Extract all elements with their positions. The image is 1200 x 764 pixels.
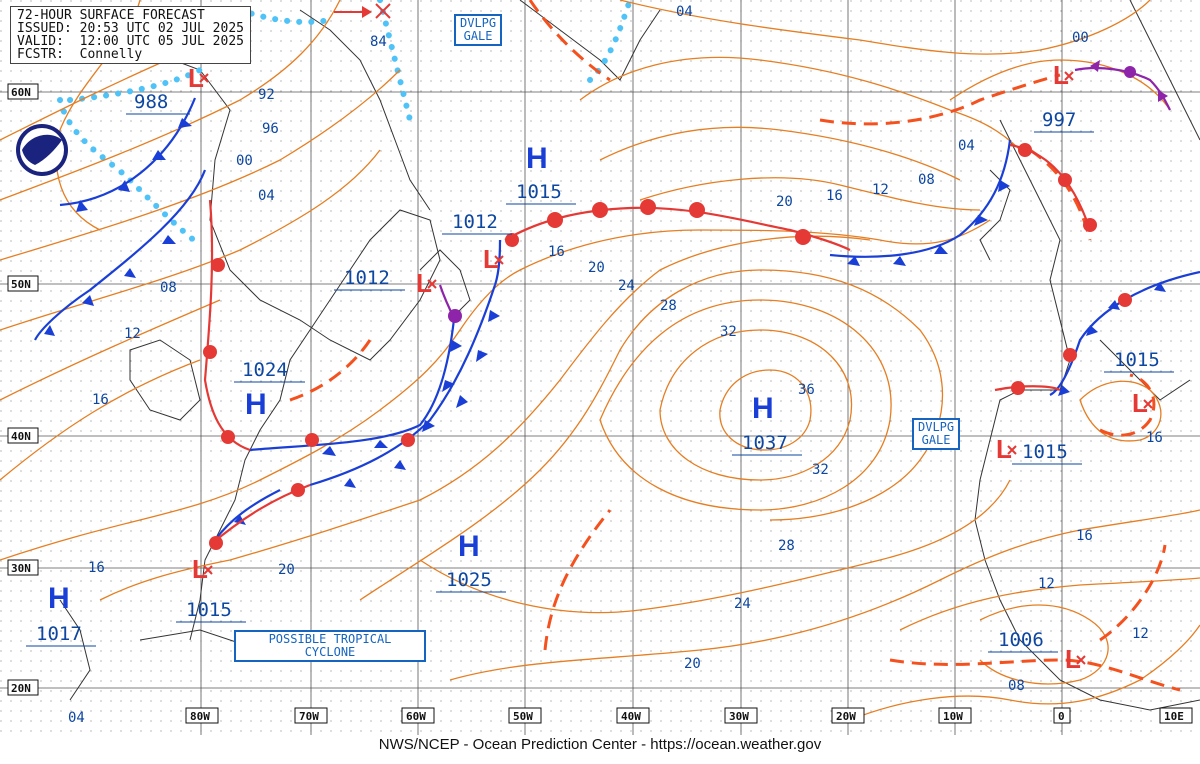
header-forecaster: FCSTR: Connelly [17, 47, 143, 62]
svg-text:50W: 50W [513, 710, 533, 723]
svg-text:20N: 20N [11, 682, 31, 695]
svg-text:08: 08 [1008, 678, 1025, 694]
header-issued: ISSUED: 20:53 UTC 02 JUL 2025 [17, 21, 244, 36]
svg-text:20: 20 [684, 656, 701, 672]
noaa-logo [16, 124, 68, 176]
header-title: 72-HOUR SURFACE FORECAST [17, 8, 205, 23]
svg-text:08: 08 [160, 280, 177, 296]
low-symbol: L [1065, 644, 1081, 674]
svg-text:24: 24 [734, 596, 751, 612]
cold-front-barbs [44, 118, 1166, 525]
pressure-value: 1015 [516, 181, 562, 203]
svg-text:04: 04 [258, 188, 275, 204]
svg-text:0: 0 [1058, 710, 1065, 723]
pressure-value: 1012 [344, 267, 390, 289]
svg-text:04: 04 [676, 4, 693, 20]
low-x-marks [199, 3, 1153, 665]
svg-text:20: 20 [776, 194, 793, 210]
svg-text:16: 16 [88, 560, 105, 576]
low-symbol: L [192, 554, 208, 584]
low-symbol: L [416, 268, 432, 298]
svg-text:12: 12 [1038, 576, 1055, 592]
svg-text:30N: 30N [11, 562, 31, 575]
low-symbol: L [1132, 388, 1148, 418]
lat-labels: 60N 50N 40N 30N 20N [7, 83, 39, 696]
high-symbol: H [48, 582, 70, 615]
high-symbol: H [458, 530, 480, 563]
pressure-value: 1012 [452, 211, 498, 233]
pressure-value: 1015 [1114, 349, 1160, 371]
high-symbol: H [752, 392, 774, 425]
low-symbol: L [1053, 60, 1069, 90]
pressure-value: 997 [1042, 109, 1076, 131]
svg-text:60N: 60N [11, 86, 31, 99]
svg-text:32: 32 [720, 324, 737, 340]
svg-text:84: 84 [370, 34, 387, 50]
lat-lon-grid [0, 0, 1200, 735]
low-symbol: L [996, 434, 1012, 464]
svg-text:16: 16 [548, 244, 565, 260]
svg-text:80W: 80W [190, 710, 210, 723]
svg-text:04: 04 [958, 138, 975, 154]
svg-text:10E: 10E [1164, 710, 1184, 723]
svg-text:00: 00 [236, 153, 253, 169]
lon-labels: 80W 70W 60W 50W 40W 30W 20W 10W 0 10E [185, 707, 1193, 724]
storm-track-arrow [334, 6, 372, 18]
svg-text:96: 96 [262, 121, 279, 137]
svg-text:28: 28 [660, 298, 677, 314]
svg-text:16: 16 [1146, 430, 1163, 446]
pressure-value: 1015 [1022, 441, 1068, 463]
svg-text:28: 28 [778, 538, 795, 554]
svg-text:92: 92 [258, 87, 275, 103]
warm-front-lobes [203, 143, 1132, 550]
svg-text:36: 36 [798, 382, 815, 398]
svg-text:12: 12 [872, 182, 889, 198]
pressure-value: 988 [134, 91, 168, 113]
pressure-value: 1006 [998, 629, 1044, 651]
svg-text:32: 32 [812, 462, 829, 478]
svg-text:12: 12 [1132, 626, 1149, 642]
pressure-value: 1024 [242, 359, 288, 381]
svg-text:08: 08 [918, 172, 935, 188]
gale-warning-label: DVLPG GALE [912, 418, 961, 450]
svg-text:20W: 20W [836, 710, 856, 723]
high-symbol: H [245, 388, 267, 421]
low-symbol: L [483, 244, 499, 274]
svg-text:30W: 30W [729, 710, 749, 723]
pressure-systems: H H H H H L L L L L L L L [48, 60, 1148, 674]
isobar-labels: 04 84 92 96 00 04 08 12 16 16 20 24 28 3… [68, 4, 1163, 726]
isobars [0, 0, 1200, 721]
header-valid: VALID: 12:00 UTC 05 JUL 2025 [17, 34, 244, 49]
pressure-value: 1015 [186, 599, 232, 621]
svg-text:20: 20 [588, 260, 605, 276]
svg-text:40N: 40N [11, 430, 31, 443]
high-symbol: H [526, 142, 548, 175]
svg-text:16: 16 [92, 392, 109, 408]
pressure-value: 1025 [446, 569, 492, 591]
svg-text:50N: 50N [11, 278, 31, 291]
svg-text:12: 12 [124, 326, 141, 342]
svg-text:20: 20 [278, 562, 295, 578]
cold-fronts [34, 97, 1200, 541]
svg-text:60W: 60W [406, 710, 426, 723]
tropical-cyclone-label: POSSIBLE TROPICAL CYCLONE [234, 630, 426, 662]
svg-text:40W: 40W [621, 710, 641, 723]
svg-text:00: 00 [1072, 30, 1089, 46]
svg-text:16: 16 [1076, 528, 1093, 544]
low-symbol: L [188, 63, 204, 93]
pressure-value: 1037 [742, 432, 788, 454]
pressure-value: 1017 [36, 623, 82, 645]
footer-credit: NWS/NCEP - Ocean Prediction Center - htt… [378, 736, 822, 753]
svg-text:16: 16 [826, 188, 843, 204]
gale-warning-label: DVLPG GALE [454, 14, 503, 46]
pressure-values: 988 1024 1012 1012 1015 1037 1025 1017 1… [26, 91, 1174, 653]
occluded-symbols [448, 60, 1168, 323]
svg-text:10W: 10W [943, 710, 963, 723]
svg-text:70W: 70W [299, 710, 319, 723]
svg-text:04: 04 [68, 710, 85, 726]
svg-text:24: 24 [618, 278, 635, 294]
forecast-header: 72-HOUR SURFACE FORECAST ISSUED: 20:53 U… [10, 6, 251, 64]
